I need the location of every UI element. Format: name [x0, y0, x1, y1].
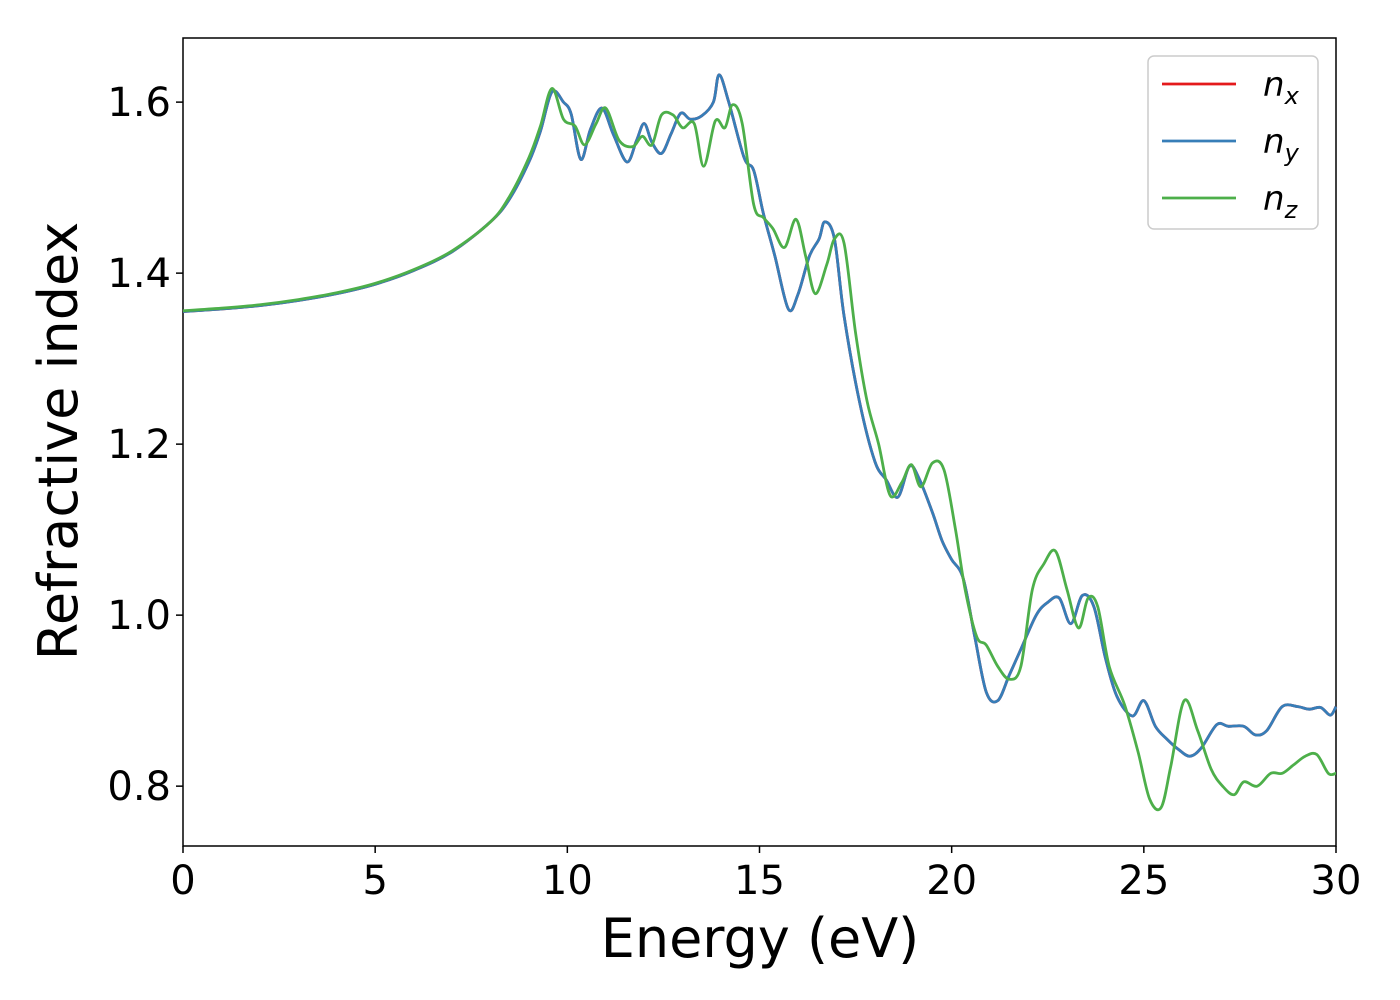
y-tick-label: 1.0	[107, 593, 171, 639]
x-tick-label: 5	[362, 858, 387, 904]
y-tick-label: 1.6	[107, 80, 171, 126]
y-axis-ticks: 0.8 1.0 1.2 1.4 1.6	[107, 80, 183, 810]
x-tick-label: 0	[170, 858, 195, 904]
x-tick-label: 20	[926, 858, 977, 904]
legend: nx ny nz	[1147, 55, 1319, 230]
plot-area	[182, 37, 1337, 847]
x-tick-label: 10	[542, 858, 593, 904]
series-layer	[182, 73, 1338, 812]
x-axis-title: Energy (eV)	[601, 907, 920, 970]
y-tick-label: 1.2	[107, 422, 171, 468]
series-line-z	[182, 87, 1337, 812]
x-tick-label: 25	[1118, 858, 1169, 904]
plot-frame	[182, 37, 1337, 847]
series-line-y	[182, 73, 1338, 758]
y-tick-label: 0.8	[107, 764, 171, 810]
x-tick-label: 15	[734, 858, 785, 904]
x-tick-label: 30	[1311, 858, 1362, 904]
legend-label-z: nz	[1263, 179, 1299, 224]
legend-label-y: ny	[1263, 122, 1300, 167]
y-axis-title: Refractive index	[27, 222, 90, 661]
y-tick-label: 1.4	[107, 251, 171, 297]
legend-label-x: nx	[1263, 65, 1300, 110]
legend-box	[1147, 55, 1319, 230]
x-axis-ticks: 0 5 10 15 20 25 30	[170, 846, 1361, 904]
